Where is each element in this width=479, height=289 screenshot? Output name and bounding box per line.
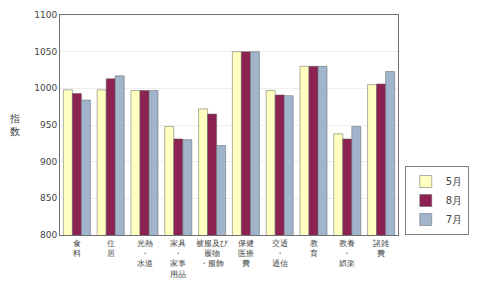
svg-text:8月: 8月	[446, 195, 462, 206]
svg-text:教養・娯楽: 教養・娯楽	[339, 239, 355, 269]
svg-text:7月: 7月	[446, 214, 462, 225]
svg-text:指数: 指数	[9, 113, 20, 137]
svg-text:保健医療費: 保健医療費	[238, 239, 254, 269]
svg-text:1000: 1000	[34, 83, 57, 93]
svg-text:850: 850	[40, 193, 57, 203]
svg-text:被服及び履物・服飾: 被服及び履物・服飾	[196, 239, 229, 269]
svg-text:1050: 1050	[34, 47, 57, 57]
svg-text:諸雑費: 諸雑費	[373, 239, 389, 258]
svg-text:光熱・水道: 光熱・水道	[137, 239, 153, 269]
svg-text:家具・家事用品: 家具・家事用品	[170, 239, 186, 279]
svg-text:5月: 5月	[446, 176, 462, 187]
svg-text:800: 800	[40, 230, 57, 240]
svg-text:住居: 住居	[107, 239, 115, 258]
svg-text:950: 950	[40, 120, 57, 130]
svg-text:食料: 食料	[73, 239, 81, 258]
svg-text:交通・通信: 交通・通信	[272, 239, 288, 269]
svg-text:教育: 教育	[310, 239, 318, 258]
svg-text:900: 900	[40, 157, 57, 167]
svg-text:1100: 1100	[34, 10, 57, 20]
